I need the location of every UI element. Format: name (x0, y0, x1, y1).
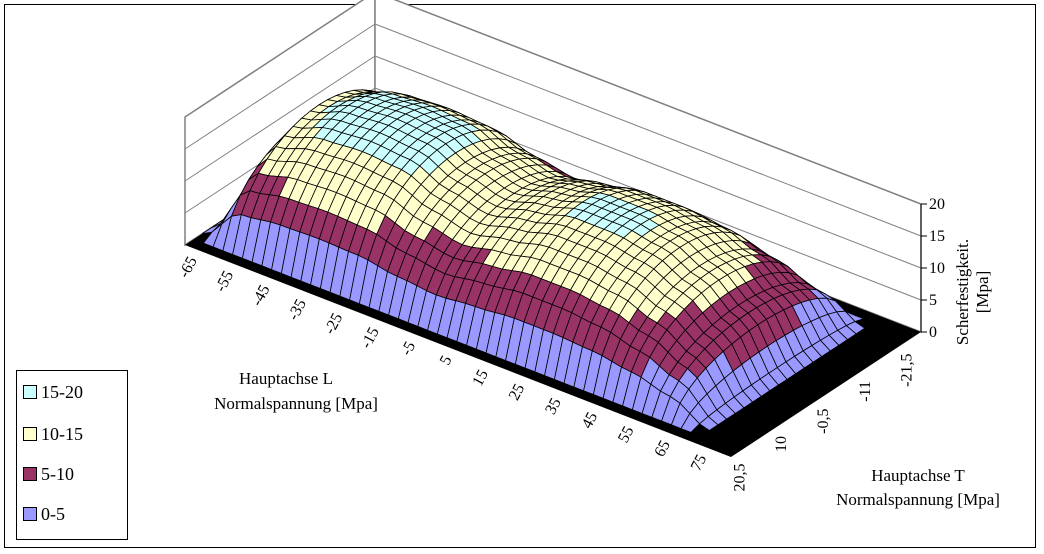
x-tick-label: 65 (651, 438, 674, 460)
gridline (184, 87, 922, 301)
legend-item-5-10: 5-10 (23, 463, 74, 485)
legend-swatch (23, 507, 37, 521)
y-tick-label: -0,5 (815, 409, 832, 434)
gridline (184, 55, 922, 269)
z-axis-title-line2: [Mpa] (973, 271, 992, 313)
z-tick-label: 10 (929, 260, 945, 277)
y-axis-title: Hauptachse T Normalspannung [Mpa] (836, 466, 1000, 509)
y-tick-label: 10 (773, 436, 790, 452)
x-tick-label: 15 (469, 367, 492, 389)
legend-label: 5-10 (41, 463, 74, 484)
legend-label: 0-5 (41, 503, 65, 524)
gridline (184, 0, 922, 205)
x-tick-label: -65 (176, 254, 201, 281)
x-tick-label: 45 (579, 409, 602, 431)
surface-patch (680, 412, 701, 433)
legend-swatch (23, 427, 37, 441)
y-tick-label: -11 (857, 381, 874, 402)
x-tick-label: 55 (615, 424, 638, 446)
legend: 15-20 10-15 5-10 0-5 (16, 370, 128, 540)
z-tick-label: 20 (929, 196, 945, 213)
gridline (184, 23, 922, 237)
y-axis-title-line1: Hauptachse T (871, 466, 965, 485)
x-tick-label: 5 (437, 353, 456, 368)
z-axis-title-line1: Scherfestigkeit. (953, 239, 972, 345)
z-tick-label: 5 (929, 292, 937, 309)
x-tick-label: -15 (358, 325, 383, 352)
y-axis-title-line2: Normalspannung [Mpa] (836, 490, 1000, 509)
z-tick-label: 0 (929, 324, 937, 341)
x-tick-label: -25 (321, 310, 346, 337)
legend-item-10-15: 10-15 (23, 423, 83, 445)
x-tick-label: 35 (542, 395, 565, 417)
x-tick-label: 75 (688, 452, 711, 474)
x-tick-label: -5 (398, 339, 419, 359)
x-axis-title: Hauptachse L Normalspannung [Mpa] (214, 369, 378, 413)
legend-label: 15-20 (41, 381, 83, 402)
x-axis-title-line1: Hauptachse L (239, 369, 333, 388)
x-tick-label: 25 (506, 381, 529, 403)
legend-label: 10-15 (41, 423, 83, 444)
y-tick-label: -21,5 (899, 354, 916, 387)
legend-swatch (23, 467, 37, 481)
x-tick-label: -35 (285, 296, 310, 323)
y-tick-label: 20,5 (731, 464, 748, 492)
chart-frame (4, 4, 1036, 548)
z-axis-title: Scherfestigkeit. [Mpa] (953, 239, 992, 345)
legend-item-0-5: 0-5 (23, 503, 65, 525)
x-tick-label: -45 (249, 282, 274, 309)
surface-patch (698, 415, 719, 431)
x-axis-title-line2: Normalspannung [Mpa] (214, 394, 378, 413)
z-tick-label: 15 (929, 228, 945, 245)
legend-item-15-20: 15-20 (23, 381, 83, 403)
legend-swatch (23, 385, 37, 399)
x-tick-label: -55 (212, 268, 237, 295)
